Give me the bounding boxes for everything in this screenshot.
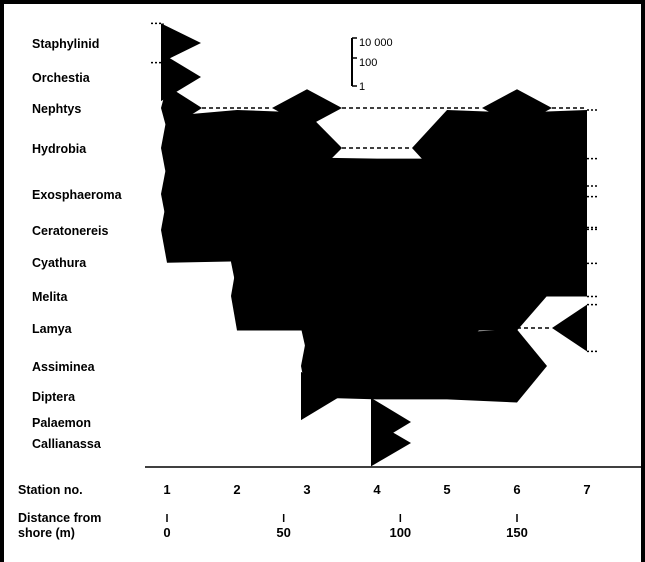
station-axis-label: Station no. bbox=[18, 483, 83, 497]
species-label-palaemon: Palaemon bbox=[32, 416, 91, 430]
kite-segment bbox=[552, 305, 587, 352]
distance-tick-label: 0 bbox=[163, 525, 170, 540]
station-tick-label: 4 bbox=[373, 482, 381, 497]
species-label-lamya: Lamya bbox=[32, 322, 73, 336]
distance-tick-label: 50 bbox=[276, 525, 290, 540]
station-tick-label: 3 bbox=[303, 482, 310, 497]
species-label-staphylinid: Staphylinid bbox=[32, 37, 99, 51]
species-label-assiminea: Assiminea bbox=[32, 360, 96, 374]
abundance-scale: 10 000 100 1 bbox=[352, 37, 393, 93]
species-label-nephtys: Nephtys bbox=[32, 102, 81, 116]
kite-segment bbox=[377, 333, 447, 400]
station-tick-label: 2 bbox=[233, 482, 240, 497]
species-label-orchestia: Orchestia bbox=[32, 71, 91, 85]
kite-shapes bbox=[151, 23, 599, 466]
kite-segment bbox=[167, 197, 237, 262]
species-label-hydrobia: Hydrobia bbox=[32, 142, 87, 156]
distance-axis-label-line2: shore (m) bbox=[18, 526, 75, 540]
station-tick-label: 6 bbox=[513, 482, 520, 497]
kite-staphylinid bbox=[151, 23, 201, 62]
kite-assiminea bbox=[301, 329, 547, 402]
species-label-callianassa: Callianassa bbox=[32, 437, 102, 451]
kite-segment bbox=[237, 261, 307, 330]
kite-end bbox=[517, 329, 547, 402]
species-label-melita: Melita bbox=[32, 290, 68, 304]
species-label-diptera: Diptera bbox=[32, 390, 76, 404]
species-label-ceratonereis: Ceratonereis bbox=[32, 224, 108, 238]
station-tick-label: 5 bbox=[443, 482, 450, 497]
distance-axis-label-line1: Distance from bbox=[18, 511, 101, 525]
scale-label-mid: 100 bbox=[359, 57, 377, 69]
station-tick-label: 7 bbox=[583, 482, 590, 497]
distance-tick-label: 150 bbox=[506, 525, 528, 540]
species-label-cyathura: Cyathura bbox=[32, 256, 87, 270]
distance-ticks: 0 50 100 150 bbox=[163, 514, 527, 540]
distance-tick-label: 100 bbox=[389, 525, 411, 540]
kite-segment bbox=[447, 329, 517, 402]
species-labels: Staphylinid Orchestia Nephtys Hydrobia Exosp… bbox=[32, 37, 123, 451]
station-tick-label: 1 bbox=[163, 482, 170, 497]
species-label-exosphaeroma: Exosphaeroma bbox=[32, 188, 123, 202]
scale-label-low: 1 bbox=[359, 81, 365, 93]
scale-label-high: 10 000 bbox=[359, 37, 393, 49]
station-ticks: 1 2 3 4 5 6 7 bbox=[163, 482, 590, 497]
